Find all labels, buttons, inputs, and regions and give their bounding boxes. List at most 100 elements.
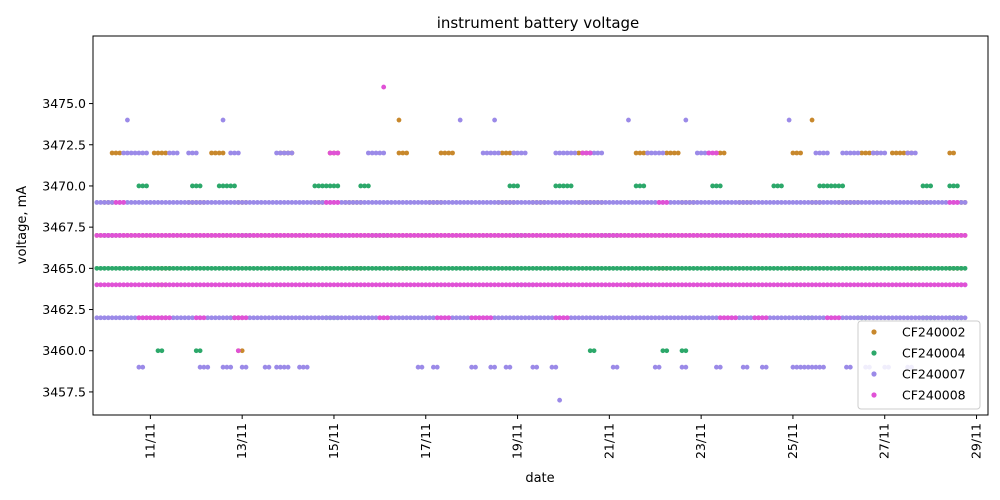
data-point [912, 265, 918, 271]
data-point [897, 200, 903, 205]
data-point [710, 183, 716, 189]
data-point [239, 282, 245, 288]
data-point [193, 200, 199, 205]
data-point [186, 282, 192, 288]
data-point [136, 315, 142, 321]
data-point [239, 364, 245, 370]
data-point [886, 265, 891, 271]
data-point [480, 232, 486, 238]
data-point [637, 232, 643, 238]
data-point [270, 232, 276, 238]
data-point [870, 150, 876, 156]
data-point [98, 315, 104, 321]
data-point [664, 150, 670, 156]
data-point [859, 232, 865, 238]
data-point [300, 364, 306, 370]
data-point [802, 282, 807, 288]
data-point [817, 232, 823, 238]
data-point [515, 150, 520, 156]
data-point [450, 150, 455, 156]
data-point [568, 200, 574, 205]
data-point [545, 265, 551, 271]
data-point [572, 200, 578, 205]
data-point [461, 265, 467, 271]
data-point [457, 315, 463, 321]
data-point [932, 200, 937, 205]
data-point [323, 315, 329, 321]
data-point [125, 232, 130, 238]
data-point [618, 200, 624, 205]
data-point [683, 315, 689, 321]
data-point [794, 315, 800, 321]
data-point [553, 150, 559, 156]
data-point [98, 265, 104, 271]
data-point [216, 200, 222, 205]
data-point [878, 282, 884, 288]
data-point [365, 315, 371, 321]
data-point [197, 200, 203, 205]
data-point [955, 315, 960, 321]
data-point [373, 200, 379, 205]
data-point [113, 150, 119, 156]
data-point [228, 232, 234, 238]
data-point [943, 315, 949, 321]
data-point [239, 232, 245, 238]
data-point [771, 315, 777, 321]
data-point [698, 282, 704, 288]
data-point [947, 315, 953, 321]
data-point [668, 282, 673, 288]
data-point [916, 265, 922, 271]
data-point [316, 265, 322, 271]
x-tick-label: 27/11 [877, 423, 892, 459]
data-point [293, 232, 299, 238]
data-point [626, 117, 631, 123]
data-point [450, 282, 455, 288]
data-point [178, 265, 184, 271]
data-point [549, 200, 555, 205]
data-point [893, 315, 899, 321]
data-point [247, 200, 253, 205]
data-point [721, 265, 727, 271]
data-point [859, 315, 865, 321]
data-point [955, 183, 960, 189]
data-point [400, 265, 406, 271]
data-point [740, 315, 746, 321]
data-point [626, 282, 631, 288]
data-point [909, 265, 914, 271]
data-point [679, 348, 685, 354]
data-point [140, 232, 146, 238]
data-point [817, 150, 823, 156]
data-point [522, 200, 528, 205]
data-point [312, 183, 318, 189]
data-point [606, 315, 612, 321]
data-point [591, 282, 597, 288]
data-point [832, 315, 838, 321]
data-point [893, 265, 899, 271]
data-point [220, 150, 226, 156]
data-point [335, 282, 341, 288]
data-point [484, 315, 490, 321]
data-point [782, 282, 788, 288]
data-point [197, 183, 203, 189]
data-point [255, 315, 260, 321]
data-point [564, 315, 570, 321]
data-point [882, 282, 888, 288]
data-point [645, 265, 650, 271]
data-point [687, 282, 693, 288]
data-point [759, 282, 765, 288]
data-point [289, 265, 295, 271]
data-point [526, 265, 532, 271]
data-point [496, 150, 501, 156]
data-point [274, 282, 279, 288]
data-point [434, 364, 440, 370]
data-point [159, 150, 165, 156]
x-tick-label: 19/11 [510, 423, 525, 459]
data-point [912, 232, 918, 238]
data-point [912, 315, 918, 321]
data-point [369, 282, 375, 288]
data-point [388, 232, 394, 238]
data-point [591, 232, 597, 238]
data-point [660, 232, 666, 238]
y-tick-label: 3462.5 [42, 302, 86, 317]
data-point [549, 364, 555, 370]
